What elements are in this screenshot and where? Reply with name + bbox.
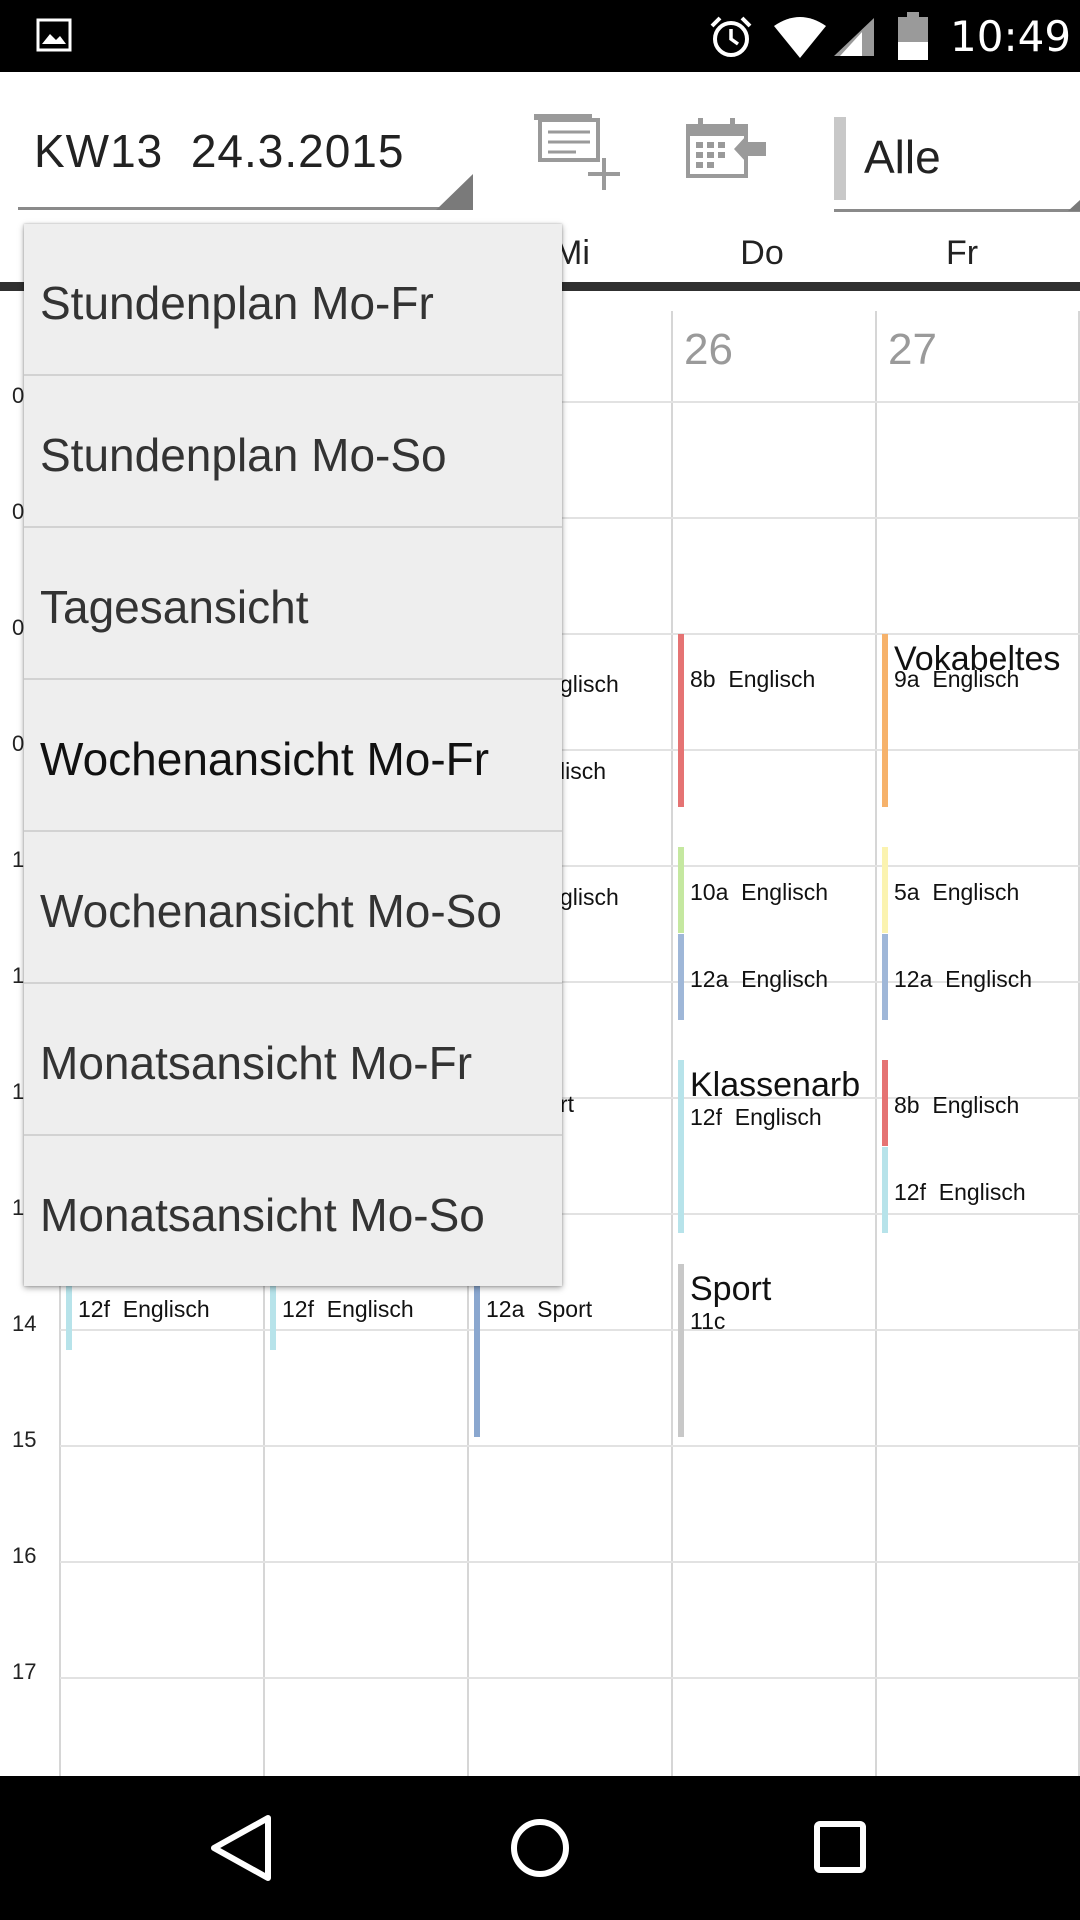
event-color-bar xyxy=(678,847,684,933)
event-mi-1[interactable]: glisch xyxy=(560,671,619,697)
event-color-bar xyxy=(678,1264,684,1437)
event-fr-vokabeltest[interactable]: Vokabeltes 9a Englisch xyxy=(882,634,1078,807)
event-fr-12f-englisch[interactable]: 12f Englisch xyxy=(882,1147,1078,1233)
hour-line xyxy=(60,1097,1080,1099)
hour-label: 0 xyxy=(12,615,25,640)
menu-item-tagesansicht[interactable]: Tagesansicht xyxy=(24,528,562,680)
hour-line xyxy=(60,1677,1080,1679)
menu-item-wochenansicht-mo-fr[interactable]: Wochenansicht Mo-Fr xyxy=(24,680,562,832)
date-number-26: 26 xyxy=(684,325,733,374)
menu-item-stundenplan-mo-so[interactable]: Stundenplan Mo-So xyxy=(24,376,562,528)
navigation-bar xyxy=(0,1776,1080,1920)
status-time: 10:49 xyxy=(950,12,1072,61)
status-bar: 10:49 xyxy=(0,0,1080,72)
hour-line xyxy=(60,401,1080,403)
event-color-bar xyxy=(474,1264,480,1437)
event-color-bar xyxy=(882,847,888,933)
event-color-bar xyxy=(882,634,888,807)
hour-line xyxy=(60,1213,1080,1215)
event-color-bar xyxy=(270,1264,276,1350)
event-color-bar xyxy=(678,934,684,1020)
event-color-bar xyxy=(882,1060,888,1146)
hour-label: 0 xyxy=(12,499,25,524)
menu-item-wochenansicht-mo-so[interactable]: Wochenansicht Mo-So xyxy=(24,832,562,984)
hour-label: 0 xyxy=(12,731,25,756)
hour-label: 1 xyxy=(12,963,25,988)
column-divider xyxy=(875,311,877,1776)
hour-label-16: 16 xyxy=(12,1543,37,1568)
event-mi-4[interactable]: rt xyxy=(560,1091,575,1117)
battery-icon xyxy=(898,12,928,60)
event-mi-12a-sport[interactable]: 12a Sport xyxy=(474,1264,670,1437)
event-color-bar xyxy=(882,1147,888,1233)
hour-line xyxy=(60,749,1080,751)
hour-line xyxy=(60,865,1080,867)
toolbar: KW13 24.3.2015 Alle xyxy=(0,72,1080,222)
event-mi-3[interactable]: glisch xyxy=(560,884,619,910)
hour-label: 1 xyxy=(12,1079,25,1104)
dropdown-triangle-icon xyxy=(436,174,473,210)
column-divider xyxy=(1078,311,1080,1776)
event-color-bar xyxy=(66,1264,72,1350)
hour-label-15: 15 xyxy=(12,1427,37,1452)
hour-label-14: 14 xyxy=(12,1311,37,1336)
hour-line xyxy=(60,981,1080,983)
event-mi-2[interactable]: lisch xyxy=(560,758,607,784)
menu-item-monatsansicht-mo-fr[interactable]: Monatsansicht Mo-Fr xyxy=(24,984,562,1136)
signal-icon xyxy=(834,18,874,56)
back-icon[interactable] xyxy=(200,1812,280,1884)
view-selector-dropdown: Stundenplan Mo-Fr Stundenplan Mo-So Tage… xyxy=(24,224,562,1286)
event-fr-8b-englisch[interactable]: 8b Englisch xyxy=(882,1060,1078,1146)
event-color-bar xyxy=(882,934,888,1020)
event-do-8b-englisch[interactable]: 8b Englisch xyxy=(678,634,874,807)
calendar-import-icon[interactable] xyxy=(684,116,768,182)
event-do-sport[interactable]: Sport 11c xyxy=(678,1264,874,1437)
hour-line xyxy=(60,1561,1080,1563)
image-notification-icon xyxy=(36,18,72,52)
day-label-fr: Fr xyxy=(945,234,979,272)
alarm-icon xyxy=(710,16,752,57)
event-fr-12a-englisch[interactable]: 12a Englisch xyxy=(882,934,1078,1020)
wifi-icon xyxy=(774,17,826,58)
hour-line xyxy=(60,633,1080,635)
filter-triangle-icon xyxy=(1068,200,1080,211)
filter-dropdown[interactable]: Alle xyxy=(864,131,941,183)
event-di-12f-englisch[interactable]: 12f Englisch xyxy=(270,1264,466,1350)
hour-label: 0 xyxy=(12,383,25,408)
menu-item-monatsansicht-mo-so[interactable]: Monatsansicht Mo-So xyxy=(40,1189,485,1241)
event-mo-12f-englisch[interactable]: 12f Englisch xyxy=(66,1264,262,1350)
hour-line xyxy=(60,517,1080,519)
menu-item-stundenplan-mo-fr[interactable]: Stundenplan Mo-Fr xyxy=(24,224,562,376)
filter-color-indicator xyxy=(834,117,846,200)
hour-label: 1 xyxy=(12,1195,25,1220)
home-icon[interactable] xyxy=(500,1812,580,1884)
hour-label-17: 17 xyxy=(12,1659,37,1684)
hour-label: 1 xyxy=(12,847,25,872)
add-event-icon[interactable] xyxy=(534,112,626,192)
hour-line xyxy=(60,1445,1080,1447)
event-do-12a-englisch[interactable]: 12a Englisch xyxy=(678,934,874,1020)
recents-icon[interactable] xyxy=(800,1812,880,1884)
event-color-bar xyxy=(678,634,684,807)
event-do-10a-englisch[interactable]: 10a Englisch xyxy=(678,847,874,933)
hour-line xyxy=(60,1329,1080,1331)
day-label-do: Do xyxy=(740,234,784,272)
week-selector-underline xyxy=(18,207,473,210)
column-divider xyxy=(671,311,673,1776)
event-fr-5a-englisch[interactable]: 5a Englisch xyxy=(882,847,1078,933)
event-do-klassenarbeit[interactable]: Klassenarb 12f Englisch xyxy=(678,1060,874,1233)
date-number-27: 27 xyxy=(888,325,937,374)
filter-underline xyxy=(834,209,1080,212)
week-selector[interactable]: KW13 24.3.2015 xyxy=(34,125,405,177)
event-color-bar xyxy=(678,1060,684,1233)
